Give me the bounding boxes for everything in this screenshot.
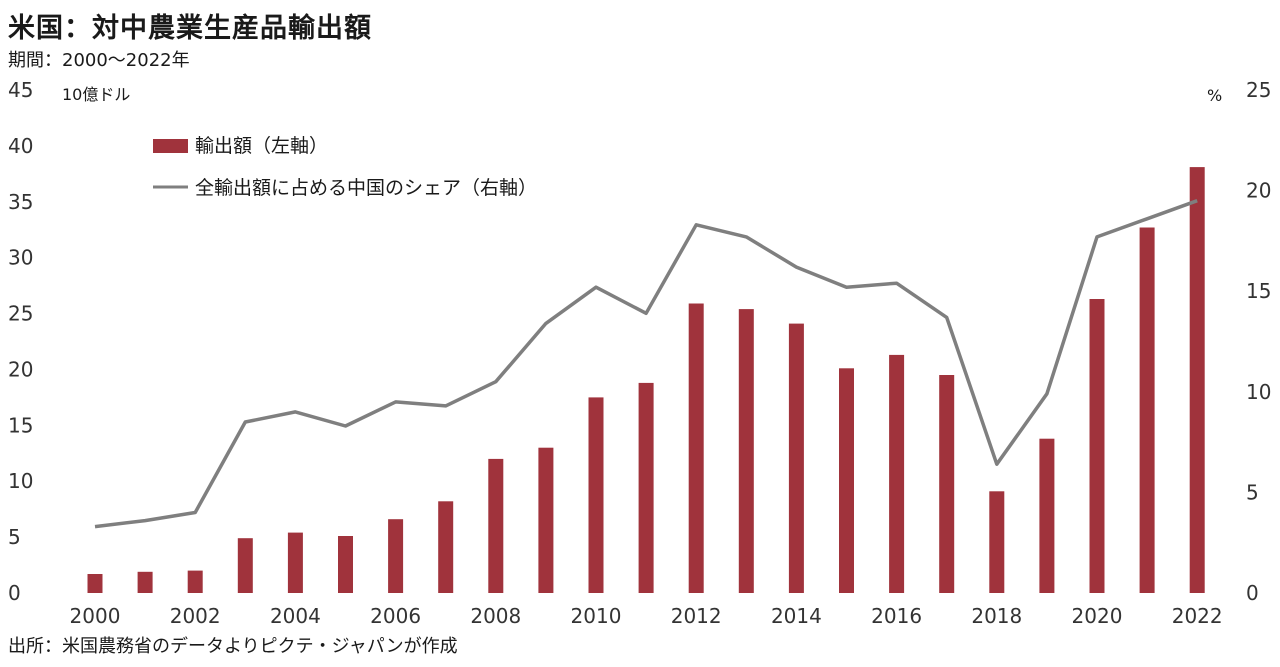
left-tick-5: 5 — [8, 525, 21, 549]
bar-2000 — [87, 574, 103, 593]
right-axis-ticks: 0 5 10 15 20 25 — [1246, 78, 1271, 605]
bar-2018 — [989, 491, 1005, 593]
line-series — [94, 199, 1198, 529]
bar-2019 — [1039, 438, 1055, 593]
x-tick-2000: 2000 — [70, 604, 121, 628]
left-tick-45: 45 — [8, 78, 33, 102]
period-subtitle: 期間：2000～2022年 — [8, 50, 190, 71]
left-axis-unit: 10億ドル — [62, 85, 130, 104]
right-tick-10: 10 — [1246, 380, 1271, 404]
source-note: 出所：米国農務省のデータよりピクテ・ジャパンが作成 — [8, 636, 458, 657]
bar-2009 — [538, 447, 554, 593]
x-tick-2018: 2018 — [971, 604, 1022, 628]
x-tick-2016: 2016 — [871, 604, 922, 628]
bar-2013 — [738, 309, 754, 593]
bar-2008 — [488, 458, 504, 593]
bar-2002 — [187, 570, 203, 593]
x-tick-2020: 2020 — [1072, 604, 1123, 628]
x-tick-2014: 2014 — [771, 604, 822, 628]
legend-bar-swatch — [153, 139, 188, 153]
x-tick-2002: 2002 — [170, 604, 221, 628]
right-tick-25: 25 — [1246, 78, 1271, 102]
right-tick-15: 15 — [1246, 279, 1271, 303]
left-tick-20: 20 — [8, 357, 33, 381]
bar-2021 — [1139, 227, 1155, 593]
x-tick-2004: 2004 — [270, 604, 321, 628]
bar-2001 — [137, 571, 153, 593]
x-tick-2008: 2008 — [470, 604, 521, 628]
right-tick-0: 0 — [1246, 581, 1259, 605]
x-tick-2022: 2022 — [1172, 604, 1223, 628]
bar-2007 — [438, 501, 454, 593]
x-axis-ticks: 2000 2002 2004 2006 2008 2010 2012 2014 2016 2018… — [70, 604, 1223, 628]
left-tick-10: 10 — [8, 469, 33, 493]
share-line — [94, 199, 1198, 529]
legend-bar-label: 輸出額（左軸） — [195, 135, 328, 157]
x-tick-2012: 2012 — [671, 604, 722, 628]
bar-2017 — [939, 375, 955, 593]
left-tick-25: 25 — [8, 302, 33, 326]
bar-2020 — [1089, 299, 1105, 593]
right-tick-5: 5 — [1246, 480, 1259, 504]
left-tick-40: 40 — [8, 134, 33, 158]
bar-2014 — [788, 323, 804, 593]
left-axis-ticks: 0 5 10 15 20 25 30 35 40 45 — [8, 78, 33, 605]
bar-2003 — [237, 538, 253, 593]
left-tick-0: 0 — [8, 581, 21, 605]
bar-2022 — [1189, 167, 1205, 593]
right-tick-20: 20 — [1246, 179, 1271, 203]
bar-2015 — [839, 368, 854, 593]
left-tick-35: 35 — [8, 190, 33, 214]
bar-2011 — [638, 382, 654, 593]
bar-2010 — [588, 397, 604, 593]
bar-2006 — [388, 519, 404, 593]
chart-title: 米国：対中農業生産品輸出額 — [8, 13, 372, 44]
bar-2004 — [287, 532, 303, 593]
bar-2005 — [338, 536, 353, 593]
bar-2016 — [889, 354, 905, 593]
right-axis-unit: % — [1207, 86, 1222, 105]
legend-line-label: 全輸出額に占める中国のシェア（右軸） — [195, 177, 537, 199]
left-tick-15: 15 — [8, 413, 33, 437]
bar-series — [87, 167, 1205, 593]
bar-2012 — [688, 303, 704, 593]
x-tick-2010: 2010 — [571, 604, 622, 628]
legend: 輸出額（左軸） 全輸出額に占める中国のシェア（右軸） — [153, 135, 537, 199]
left-tick-30: 30 — [8, 246, 33, 270]
x-tick-2006: 2006 — [370, 604, 421, 628]
